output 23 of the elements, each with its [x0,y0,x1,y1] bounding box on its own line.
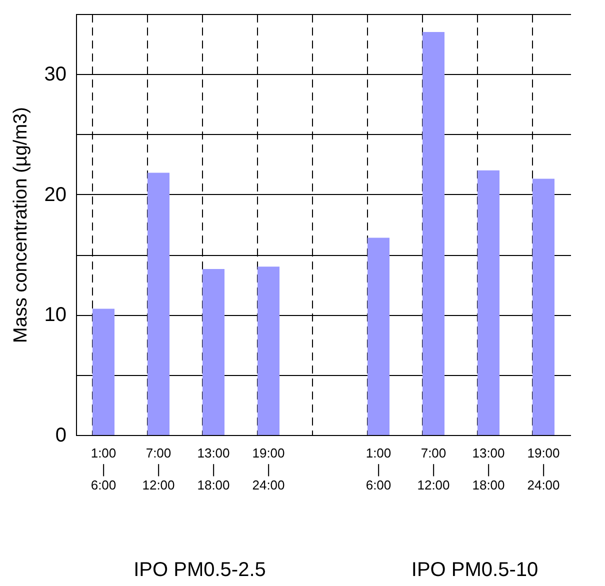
y-tick-label: 30 [44,64,66,86]
x-tick-label: 19:00 | 24:00 [527,446,560,492]
x-tick-label: 7:00 | 12:00 [417,446,450,492]
text: IPO PM0.5-2.5 [134,559,266,581]
x-tick-label: 1:00 | 6:00 [366,446,392,492]
x-tick-label: 13:00 | 18:00 [197,446,230,492]
y-tick-label: 0 [55,424,66,446]
text: IPO PM0.5-10 [411,559,538,581]
bar [202,269,224,435]
y-tick-label: 20 [44,184,66,206]
x-tick-label: 19:00 | 24:00 [252,446,285,492]
bar [368,238,390,435]
x-tick-label: 13:00 | 18:00 [472,446,505,492]
bar [148,172,170,435]
bar [92,308,114,435]
bar [422,32,444,435]
y-axis-title: Mass concentration (µg/m3) [10,107,32,343]
bar [478,170,500,435]
y-tick-label: 10 [44,304,66,326]
x-tick-label: 1:00 | 6:00 [90,446,116,492]
x-tick-label: 7:00 | 12:00 [142,446,175,492]
bar [258,266,280,435]
bar [532,178,554,435]
